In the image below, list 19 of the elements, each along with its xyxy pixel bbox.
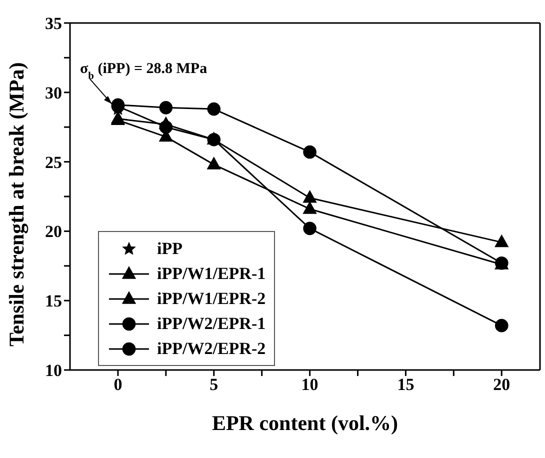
annotation: σ$_{b}$ (iPP) = 28.8 MPa — [80, 61, 208, 82]
y-axis-title: Tensile strength at break (MPa) — [4, 62, 28, 346]
y-tick-label: 15 — [45, 292, 62, 311]
x-axis-title: EPR content (vol.%) — [212, 411, 398, 435]
y-tick-label: 35 — [45, 14, 62, 34]
y-tick-label: 20 — [45, 222, 62, 242]
x-tick-label: 10 — [301, 375, 318, 394]
y-tick-label: 25 — [45, 152, 62, 172]
legend-label: iPP/W2/EPR-1 — [157, 314, 266, 334]
x-tick-label: 20 — [493, 375, 510, 394]
legend-label: iPP — [157, 238, 182, 258]
legend-label: iPP/W2/EPR-2 — [157, 338, 266, 358]
x-tick-label: 5 — [210, 375, 218, 394]
x-tick-label: 0 — [114, 375, 122, 394]
y-tick-label: 10 — [45, 361, 62, 380]
x-tick-label: 15 — [397, 375, 414, 394]
legend-label: iPP/W1/EPR-2 — [157, 288, 266, 308]
y-tick-label: 30 — [45, 83, 62, 102]
legend-label: iPP/W1/EPR-1 — [157, 264, 266, 284]
